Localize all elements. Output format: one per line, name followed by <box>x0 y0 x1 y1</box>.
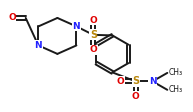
Text: N: N <box>35 41 42 50</box>
Text: N: N <box>149 77 156 86</box>
Text: O: O <box>117 77 125 86</box>
Text: O: O <box>132 92 140 101</box>
Text: S: S <box>132 76 139 86</box>
Text: CH₃: CH₃ <box>168 68 183 77</box>
Text: O: O <box>89 16 97 25</box>
Text: CH₃: CH₃ <box>168 85 183 94</box>
Text: N: N <box>73 22 80 31</box>
Text: S: S <box>90 30 97 40</box>
Text: O: O <box>89 45 97 54</box>
Text: O: O <box>8 13 16 22</box>
